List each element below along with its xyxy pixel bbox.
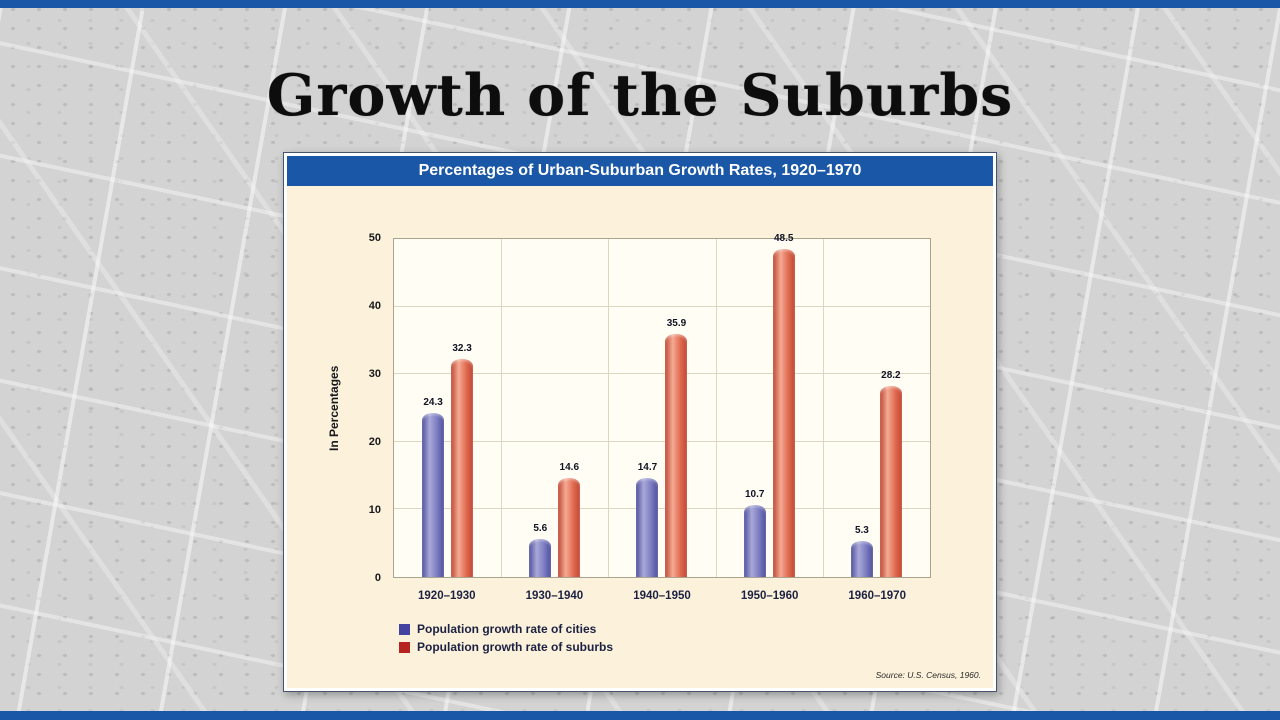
y-tick-label: 30 bbox=[368, 368, 381, 380]
bottom-accent-strip bbox=[0, 711, 1280, 720]
legend-item-cities: Population growth rate of cities bbox=[399, 622, 613, 636]
legend-item-suburbs: Population growth rate of suburbs bbox=[399, 640, 613, 654]
gridline-horizontal bbox=[394, 305, 930, 307]
y-axis-title: In Percentages bbox=[327, 365, 341, 451]
bar-value-label: 35.9 bbox=[666, 318, 687, 330]
source-note: Source: U.S. Census, 1960. bbox=[875, 670, 981, 680]
bar-group: 10.7 48.5 bbox=[716, 233, 823, 577]
bar-value-label: 28.2 bbox=[881, 370, 901, 382]
legend: Population growth rate of cities Populati… bbox=[399, 622, 613, 654]
bar-suburbs: 32.3 bbox=[451, 343, 474, 577]
bar-value-label: 5.6 bbox=[533, 523, 548, 535]
bar-suburbs: 48.5 bbox=[772, 233, 795, 577]
chart-panel-inner: Percentages of Urban-Suburban Growth Rat… bbox=[287, 156, 993, 688]
bar-value-label: 5.3 bbox=[854, 525, 869, 537]
x-axis-labels: 1920–1930 1930–1940 1940–1950 1950–1960 1960… bbox=[393, 590, 931, 602]
legend-label: Population growth rate of suburbs bbox=[417, 640, 613, 654]
gridline-vertical bbox=[715, 239, 717, 577]
bar-group: 5.3 28.2 bbox=[823, 239, 930, 577]
top-accent-strip bbox=[0, 0, 1280, 8]
gridline-horizontal bbox=[394, 373, 930, 375]
bar-value-label: 32.3 bbox=[452, 342, 472, 354]
chart-title-bar: Percentages of Urban-Suburban Growth Rat… bbox=[287, 156, 993, 186]
bar-value-label: 14.6 bbox=[559, 462, 580, 474]
bar-value-label: 48.5 bbox=[773, 233, 794, 245]
y-tick-label: 50 bbox=[368, 232, 381, 244]
legend-swatch-suburbs bbox=[399, 641, 410, 653]
y-tick-label: 20 bbox=[368, 436, 381, 448]
bar-cities: 10.7 bbox=[743, 489, 766, 577]
gridline-vertical bbox=[501, 239, 503, 577]
plot-area: 24.3 32.3 5.6 14.6 14.7 35.9 10.7 48.5 5.3 28.2 bbox=[393, 233, 931, 578]
bar-suburbs: 28.2 bbox=[879, 370, 902, 577]
bar-value-label: 24.3 bbox=[423, 396, 443, 408]
gridline-horizontal bbox=[394, 508, 930, 510]
gridline-vertical bbox=[608, 239, 610, 577]
chart-body: In Percentages 0 10 20 30 40 50 24.3 32.3 5.6 14… bbox=[287, 186, 993, 688]
x-axis-label: 1930–1940 bbox=[525, 590, 584, 602]
x-axis-label: 1960–1970 bbox=[848, 590, 906, 602]
y-axis-ticks: 0 10 20 30 40 50 bbox=[349, 232, 387, 584]
bar-cities: 5.3 bbox=[850, 525, 873, 577]
bar-cities: 24.3 bbox=[422, 397, 445, 577]
legend-swatch-cities bbox=[399, 623, 410, 635]
y-tick-label: 0 bbox=[374, 572, 381, 584]
gridline-horizontal bbox=[394, 440, 930, 442]
chart-panel: Percentages of Urban-Suburban Growth Rat… bbox=[283, 152, 997, 692]
bar-value-label: 10.7 bbox=[744, 488, 765, 500]
x-axis-label: 1920–1930 bbox=[418, 590, 476, 602]
bar-group: 5.6 14.6 bbox=[501, 239, 608, 577]
slide-title: Growth of the Suburbs bbox=[266, 62, 1014, 129]
bar-cities: 14.7 bbox=[636, 462, 659, 577]
legend-label: Population growth rate of cities bbox=[417, 622, 597, 636]
x-axis-label: 1950–1960 bbox=[740, 590, 799, 602]
bar-suburbs: 35.9 bbox=[665, 318, 688, 577]
bar-value-label: 14.7 bbox=[637, 461, 658, 473]
bar-suburbs: 14.6 bbox=[558, 462, 581, 577]
bar-group: 24.3 32.3 bbox=[394, 239, 501, 577]
bar-cities: 5.6 bbox=[529, 523, 552, 577]
y-tick-label: 40 bbox=[368, 300, 381, 312]
x-axis-label: 1940–1950 bbox=[633, 590, 691, 602]
y-tick-label: 10 bbox=[368, 504, 381, 516]
gridline-vertical bbox=[822, 239, 824, 577]
bar-group: 14.7 35.9 bbox=[608, 239, 715, 577]
